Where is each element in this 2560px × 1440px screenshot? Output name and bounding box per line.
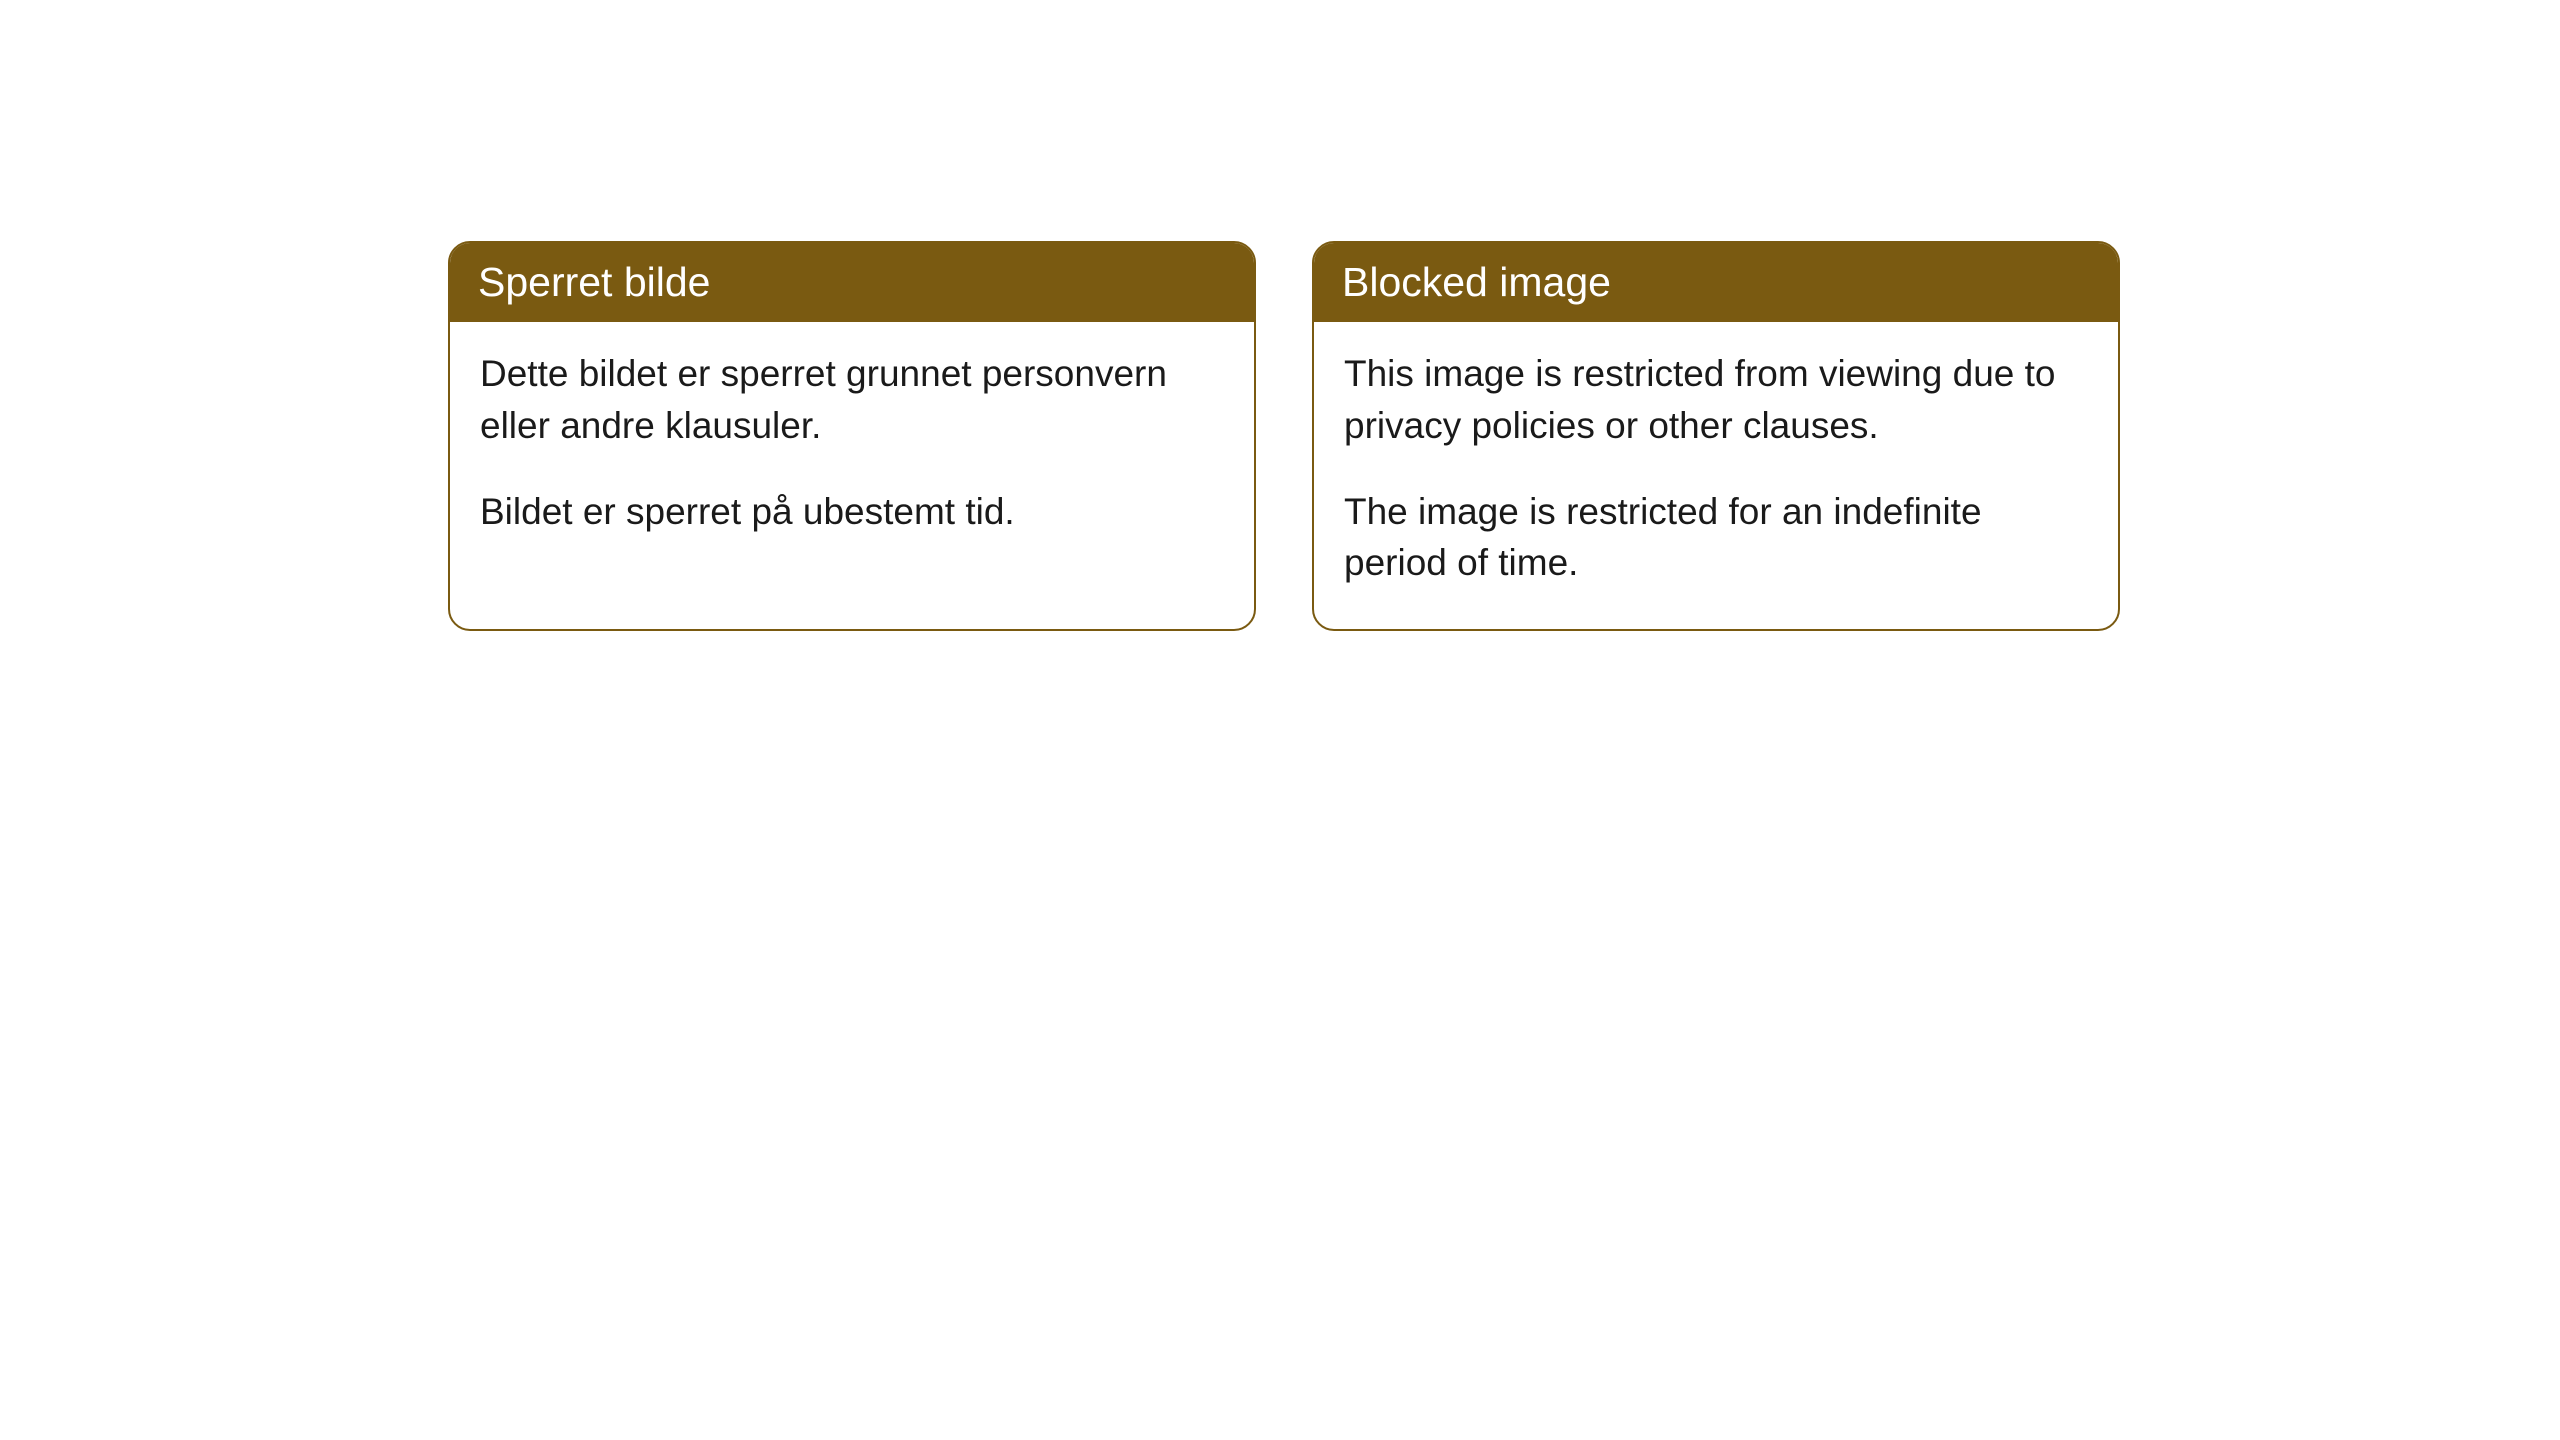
card-body-english: This image is restricted from viewing du… [1314,322,2118,629]
blocked-image-card-english: Blocked image This image is restricted f… [1312,241,2120,631]
card-paragraph-1-norwegian: Dette bildet er sperret grunnet personve… [480,348,1224,452]
card-header-english: Blocked image [1314,243,2118,322]
card-header-norwegian: Sperret bilde [450,243,1254,322]
card-body-norwegian: Dette bildet er sperret grunnet personve… [450,322,1254,577]
card-paragraph-1-english: This image is restricted from viewing du… [1344,348,2088,452]
card-paragraph-2-norwegian: Bildet er sperret på ubestemt tid. [480,486,1224,538]
cards-container: Sperret bilde Dette bildet er sperret gr… [0,0,2560,631]
card-paragraph-2-english: The image is restricted for an indefinit… [1344,486,2088,590]
blocked-image-card-norwegian: Sperret bilde Dette bildet er sperret gr… [448,241,1256,631]
